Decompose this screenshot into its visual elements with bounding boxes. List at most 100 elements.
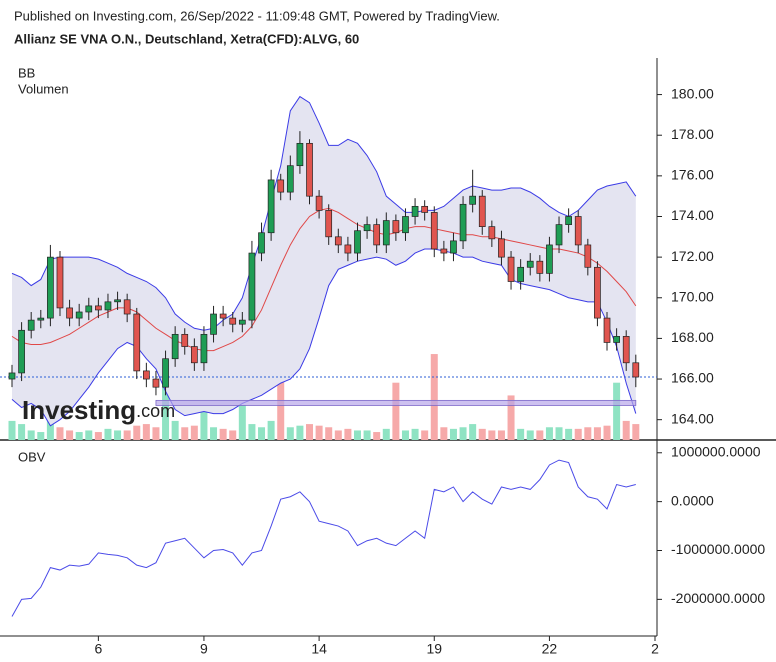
candle-body	[152, 378, 160, 388]
line-series	[11, 459, 636, 617]
volume-bar	[574, 428, 582, 440]
volume-bar	[603, 425, 611, 440]
volume-bar	[325, 427, 333, 440]
x-tick-label: 2	[651, 641, 659, 657]
volume-bar	[344, 428, 352, 440]
candle-body	[613, 336, 620, 343]
volume-bar	[248, 424, 256, 440]
candle-body	[526, 260, 534, 268]
volume-bar	[459, 427, 467, 440]
header: Published on Investing.com, 26/Sep/2022 …	[14, 8, 500, 23]
volume-bar	[27, 430, 35, 440]
volume-bar	[401, 430, 409, 440]
volume-bar	[334, 430, 342, 440]
band-fill	[12, 96, 636, 426]
candle-body	[402, 216, 409, 234]
volume-bar	[613, 382, 621, 440]
y-tick-label: 172.00	[671, 248, 714, 264]
candle-body	[392, 220, 400, 234]
volume-bar	[94, 432, 102, 440]
candle-body	[430, 212, 438, 250]
volume-bar	[430, 354, 438, 440]
chart-title: Allianz SE VNA O.N., Deutschland, Xetra(…	[14, 31, 359, 46]
candle-body	[181, 333, 189, 347]
volume-bar	[411, 428, 419, 440]
candle-body	[8, 372, 16, 380]
candle-body	[555, 224, 563, 246]
volume-bar	[267, 420, 275, 440]
volume-bar	[56, 427, 64, 440]
x-tick-label: 9	[200, 641, 208, 657]
candle-body	[411, 205, 419, 217]
volume-bar	[440, 427, 448, 440]
volume-bar	[584, 427, 592, 440]
candle-body	[498, 238, 505, 258]
candle-body	[469, 195, 477, 205]
candle-body	[421, 205, 429, 213]
volume-bar	[104, 428, 112, 440]
candle-body	[75, 311, 83, 319]
volume-bar	[190, 425, 198, 440]
y-tick-label: 178.00	[671, 126, 714, 142]
candle-body	[219, 313, 227, 319]
volume-bar	[8, 420, 16, 440]
candle-body	[104, 301, 112, 311]
volume-bar	[421, 430, 429, 440]
volume-bar	[200, 408, 208, 440]
volume-bar	[517, 428, 525, 440]
candle-body	[546, 244, 553, 274]
candle-body	[517, 266, 524, 282]
volume-bar	[133, 425, 141, 440]
candle-body	[277, 179, 285, 193]
candle-body	[622, 336, 630, 364]
volume-bar	[37, 432, 45, 440]
legend-label: BB	[18, 65, 35, 80]
volume-bar	[632, 424, 640, 440]
band-upper	[11, 95, 637, 331]
volume-bar	[85, 430, 93, 440]
candle-body	[37, 317, 45, 321]
candle-body	[603, 317, 611, 343]
candle-body	[325, 210, 333, 238]
volume-bar	[296, 425, 304, 440]
candle-body	[632, 362, 640, 378]
y-tick-label: 164.00	[671, 410, 714, 426]
candle-body	[238, 319, 246, 325]
volume-bar	[469, 424, 477, 440]
highlight-band	[155, 399, 637, 406]
candle-body	[382, 220, 390, 246]
candle-body	[133, 313, 141, 372]
x-tick-label: 19	[426, 641, 442, 657]
candle-body	[248, 252, 256, 321]
volume-bar	[181, 427, 189, 440]
candle-body	[171, 333, 179, 360]
volume-bar	[219, 428, 227, 440]
volume-bar	[392, 382, 400, 440]
y-tick-label: 174.00	[671, 207, 714, 223]
volume-bar	[210, 427, 218, 440]
candle-body	[363, 224, 371, 232]
volume-bar	[142, 424, 150, 440]
candle-body	[459, 203, 467, 242]
volume-bar	[114, 430, 122, 440]
volume-bar	[238, 404, 246, 440]
candle-body	[114, 299, 121, 303]
candle-body	[210, 313, 217, 335]
y-tick-label: 168.00	[671, 329, 714, 345]
candle-body	[315, 195, 323, 211]
candle-body	[344, 244, 352, 254]
candle-body	[123, 299, 131, 315]
candle-body	[162, 358, 169, 388]
x-tick-label: 14	[311, 641, 327, 657]
y-tick-label: -1000000.0000	[671, 541, 765, 557]
volume-bar	[382, 428, 390, 440]
logo: Investing.com	[22, 395, 175, 425]
candle-body	[584, 244, 592, 268]
volume-bar	[526, 430, 534, 440]
volume-bar	[162, 382, 170, 440]
y-tick-label: 0.0000	[671, 492, 714, 508]
candle-body	[286, 165, 294, 193]
volume-bar	[373, 432, 381, 440]
